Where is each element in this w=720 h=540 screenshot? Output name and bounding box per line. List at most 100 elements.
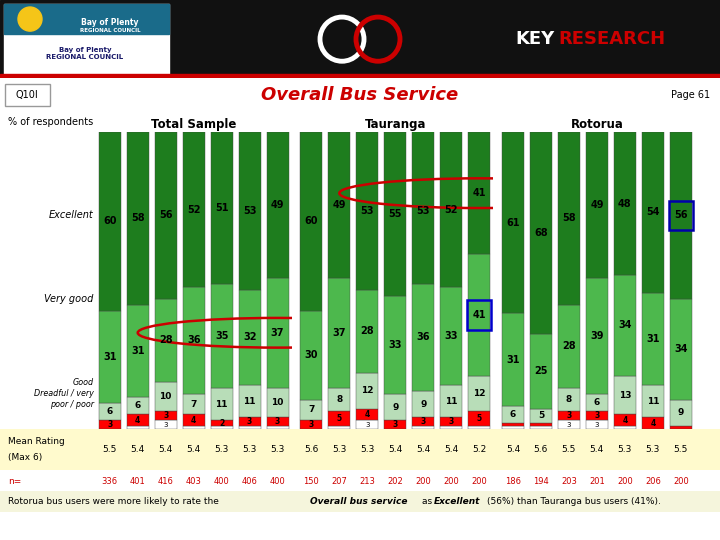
Text: 5: 5 (477, 414, 482, 423)
Text: '08: '08 (158, 441, 173, 450)
Text: '06: '06 (305, 441, 318, 450)
Bar (328, 388, 350, 411)
Text: REGIONAL COUNCIL: REGIONAL COUNCIL (80, 28, 140, 32)
Text: (56%) than Tauranga bus users (41%).: (56%) than Tauranga bus users (41%). (487, 497, 661, 506)
Text: (Max 6): (Max 6) (8, 453, 42, 462)
Text: 5.4: 5.4 (186, 445, 201, 454)
Bar (642, 417, 664, 429)
Bar (558, 305, 580, 388)
Text: 8: 8 (566, 395, 572, 404)
Bar (468, 254, 490, 376)
Text: 9: 9 (678, 408, 684, 417)
Bar (441, 132, 462, 287)
Bar (586, 411, 608, 420)
Text: 8: 8 (336, 395, 343, 404)
Text: 37: 37 (271, 328, 284, 338)
Bar (300, 310, 323, 400)
Text: 4: 4 (364, 410, 370, 419)
Text: 55: 55 (389, 209, 402, 219)
Text: '12: '12 (271, 441, 284, 450)
Bar (266, 417, 289, 427)
Text: Overall Bus Service: Overall Bus Service (261, 86, 459, 104)
Bar (384, 394, 406, 420)
Text: 30: 30 (305, 350, 318, 360)
Bar (4, 4, 169, 34)
Text: 11: 11 (215, 400, 228, 409)
Text: '10: '10 (416, 441, 431, 450)
Text: 3: 3 (392, 420, 398, 429)
Text: Excellent: Excellent (434, 497, 480, 506)
Bar (558, 388, 580, 411)
Bar (155, 382, 176, 411)
Text: 213: 213 (359, 477, 375, 485)
Text: '08: '08 (562, 441, 576, 450)
Text: 60: 60 (305, 217, 318, 226)
Text: 37: 37 (333, 328, 346, 338)
Text: 31: 31 (646, 334, 660, 344)
Text: 34: 34 (618, 320, 631, 330)
Text: 7: 7 (191, 400, 197, 409)
Text: 5.4: 5.4 (444, 445, 459, 454)
Bar (642, 293, 664, 384)
Bar (586, 278, 608, 394)
Text: '12: '12 (674, 441, 688, 450)
Bar (155, 420, 176, 429)
Text: Rotorua: Rotorua (570, 118, 624, 131)
Bar (127, 415, 148, 427)
Text: 6: 6 (107, 407, 113, 416)
Bar (384, 132, 406, 296)
Bar (99, 132, 121, 310)
Text: Excellent: Excellent (49, 211, 94, 220)
Bar (300, 132, 323, 310)
Text: '07: '07 (131, 441, 145, 450)
Bar (300, 420, 323, 429)
Bar (155, 132, 176, 299)
Text: 58: 58 (131, 213, 145, 224)
Bar (530, 132, 552, 334)
Text: 201: 201 (589, 477, 605, 485)
Bar (266, 278, 289, 388)
Bar (530, 334, 552, 409)
Bar (441, 427, 462, 429)
Bar (266, 388, 289, 417)
Bar (155, 299, 176, 382)
Bar (413, 391, 434, 417)
Text: Bay of Plenty: Bay of Plenty (81, 18, 139, 26)
Text: 3: 3 (595, 422, 599, 428)
Text: Tauranga: Tauranga (364, 118, 426, 131)
Bar (467, 300, 491, 330)
Text: 200: 200 (617, 477, 633, 485)
Bar (328, 427, 350, 429)
Text: '12: '12 (472, 441, 486, 450)
Text: 3: 3 (163, 422, 168, 428)
Text: 41: 41 (472, 188, 486, 198)
Bar (558, 420, 580, 429)
Text: KEY: KEY (516, 30, 555, 48)
Text: 34: 34 (674, 344, 688, 354)
Text: n=: n= (8, 477, 22, 485)
Text: Mean Rating: Mean Rating (8, 437, 65, 446)
Bar (441, 417, 462, 427)
Text: 13: 13 (618, 390, 631, 400)
Text: 61: 61 (506, 218, 520, 228)
Bar (239, 417, 261, 427)
Bar (183, 287, 204, 394)
Text: 52: 52 (444, 205, 458, 214)
Text: 5.3: 5.3 (360, 445, 374, 454)
Text: Very good: Very good (45, 294, 94, 303)
Bar (468, 132, 490, 254)
Text: 186: 186 (505, 477, 521, 485)
Text: Page 61: Page 61 (671, 90, 710, 100)
Text: '11: '11 (646, 441, 660, 450)
Text: 32: 32 (243, 332, 256, 342)
Text: '11: '11 (444, 441, 458, 450)
Text: % of respondents: % of respondents (8, 117, 94, 127)
Text: 31: 31 (131, 346, 145, 356)
Text: 10: 10 (271, 398, 284, 407)
Text: 5.4: 5.4 (506, 445, 520, 454)
Text: 5.6: 5.6 (534, 445, 548, 454)
Bar (558, 132, 580, 305)
Bar (266, 132, 289, 278)
Text: 3: 3 (309, 420, 314, 429)
Text: 4: 4 (191, 416, 197, 425)
